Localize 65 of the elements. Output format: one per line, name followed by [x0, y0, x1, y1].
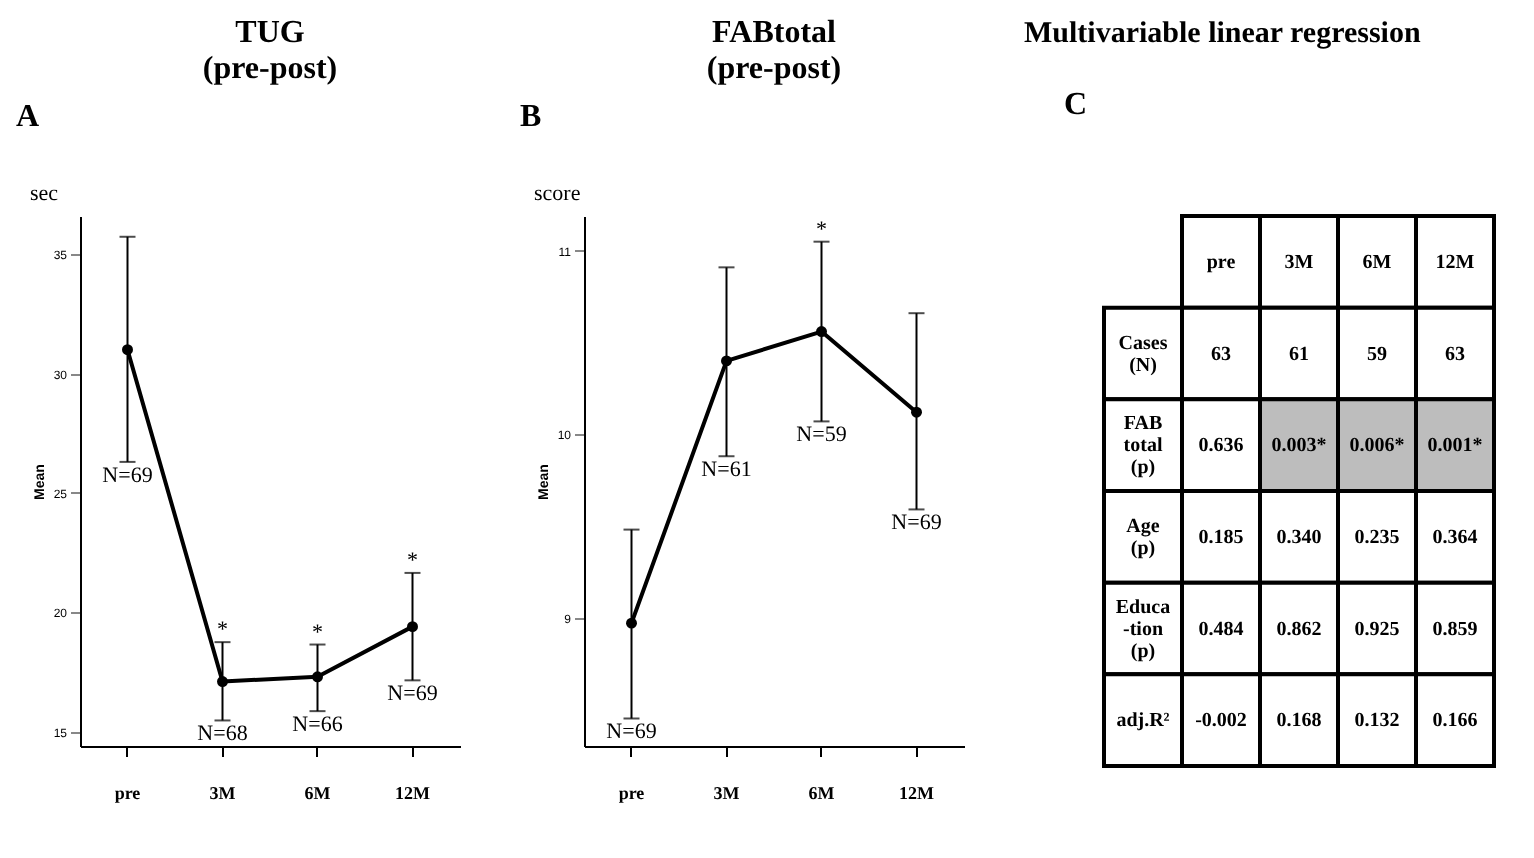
chart-title: FABtotal (pre-post): [706, 16, 842, 86]
text: 0.168: [1276, 710, 1322, 733]
text: 0.003*: [1271, 435, 1327, 458]
point: [626, 617, 637, 629]
x-tick-label: 12M: [395, 783, 431, 803]
annotation: *: [407, 548, 418, 573]
point: [122, 344, 133, 356]
text: Multivariable linear regression: [1024, 18, 1422, 50]
annotation: *: [312, 620, 323, 645]
x-tick-label: 6M: [808, 783, 836, 803]
text: 0.859: [1432, 618, 1478, 641]
annotation: N=69: [102, 463, 154, 488]
category-label: 12M: [1435, 251, 1476, 274]
x-tick-label: 12M: [899, 783, 935, 803]
text: 0.484: [1198, 618, 1244, 641]
text: 63: [1211, 343, 1231, 366]
annotation: N=69: [387, 682, 439, 707]
text: 59: [1367, 343, 1387, 366]
text: sec: [30, 182, 59, 206]
text: 0.001*: [1427, 435, 1483, 458]
text: C: [1064, 88, 1088, 122]
point: [312, 671, 323, 683]
point: [217, 676, 228, 688]
text: 0.364: [1432, 526, 1478, 549]
category-label: Cases (N): [1118, 332, 1168, 377]
category-label: pre: [1206, 251, 1237, 274]
text: -0.002: [1195, 710, 1247, 733]
category-label: adj.R²: [1116, 710, 1170, 733]
text: 0.340: [1276, 526, 1322, 549]
chart-title: TUG (pre-post): [202, 16, 338, 86]
x-tick-label: 6M: [304, 783, 332, 803]
point: [911, 406, 922, 418]
text: 63: [1445, 343, 1465, 366]
text: 0.006*: [1349, 435, 1405, 458]
annotation: N=59: [796, 423, 848, 448]
annotation: N=61: [701, 458, 752, 483]
x-tick-label: pre: [618, 783, 645, 803]
category-label: 3M: [1284, 251, 1315, 274]
text: score: [534, 182, 581, 206]
annotation: N=68: [197, 722, 249, 747]
annotation: N=69: [606, 720, 658, 745]
annotation: N=69: [891, 511, 943, 536]
annotation: *: [217, 618, 228, 643]
text: 0.862: [1276, 618, 1322, 641]
annotation: N=66: [292, 713, 344, 738]
text: B: [520, 100, 542, 134]
category-label: FAB total (p): [1123, 413, 1163, 480]
point: [407, 621, 418, 633]
text: 0.185: [1198, 526, 1244, 549]
point: [721, 355, 732, 367]
text: 0.925: [1354, 618, 1400, 641]
text: 0.132: [1354, 710, 1400, 733]
x-tick-label: 3M: [713, 783, 741, 803]
category-label: 6M: [1362, 251, 1393, 274]
category-label: Educa -tion (p): [1115, 596, 1171, 663]
annotation: *: [816, 217, 827, 242]
text: A: [16, 100, 40, 134]
point: [816, 326, 827, 337]
text: 0.166: [1432, 710, 1478, 733]
category-label: Age (p): [1126, 515, 1160, 560]
x-tick-label: 3M: [209, 783, 237, 803]
x-tick-label: pre: [114, 783, 141, 803]
text: 0.235: [1354, 526, 1400, 549]
text: 0.636: [1198, 435, 1244, 458]
text: 61: [1289, 343, 1309, 366]
